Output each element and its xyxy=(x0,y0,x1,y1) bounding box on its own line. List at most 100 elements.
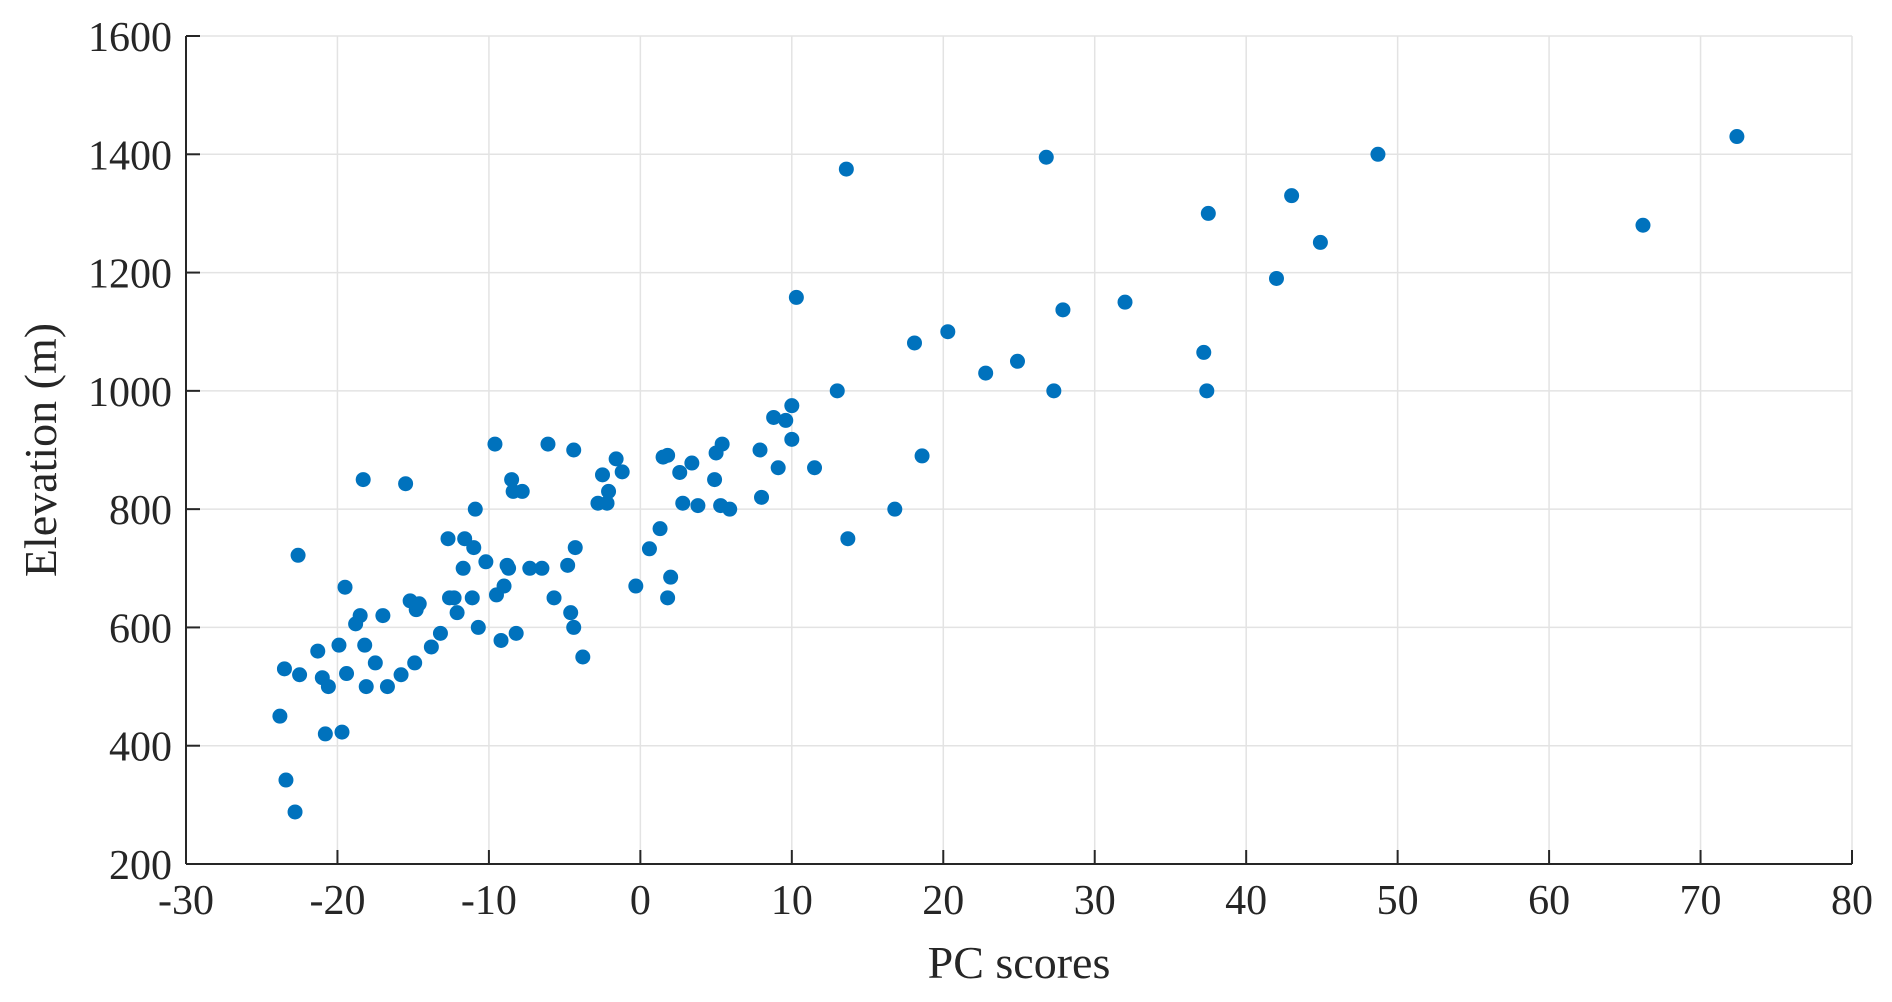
scatter-point xyxy=(660,447,676,463)
y-tick-label: 800 xyxy=(109,488,172,534)
scatter-point xyxy=(334,724,350,740)
scatter-point xyxy=(641,541,657,557)
x-tick-label: -10 xyxy=(461,878,517,924)
scatter-point xyxy=(754,489,770,505)
scatter-point xyxy=(684,455,700,471)
x-tick-label: 80 xyxy=(1831,878,1873,924)
y-tick-label: 1600 xyxy=(88,15,172,61)
scatter-point xyxy=(358,679,374,695)
scatter-point xyxy=(628,578,644,594)
y-tick-label: 1400 xyxy=(88,133,172,179)
scatter-point xyxy=(508,625,524,641)
y-tick-label: 1200 xyxy=(88,252,172,298)
scatter-point xyxy=(595,467,610,483)
scatter-point xyxy=(379,679,395,695)
scatter-point xyxy=(407,655,423,671)
axis-layer xyxy=(185,36,1852,865)
scatter-point xyxy=(317,726,333,742)
scatter-point xyxy=(940,324,956,340)
scatter-point xyxy=(278,772,294,788)
scatter-point xyxy=(320,679,336,695)
scatter-point xyxy=(1117,294,1133,310)
scatter-point xyxy=(906,335,922,351)
scatter-point xyxy=(675,495,691,511)
scatter-point xyxy=(496,578,512,594)
scatter-point xyxy=(440,531,456,547)
scatter-point xyxy=(504,472,520,488)
x-tick-label: 60 xyxy=(1528,878,1570,924)
scatter-point xyxy=(290,547,306,563)
scatter-point xyxy=(534,560,550,576)
x-tick-label: -30 xyxy=(158,878,214,924)
x-axis-label: PC scores xyxy=(928,937,1111,988)
x-tick-label: 40 xyxy=(1225,878,1267,924)
scatter-point xyxy=(272,708,288,724)
scatter-point xyxy=(1284,188,1300,204)
scatter-point xyxy=(838,161,854,177)
scatter-point xyxy=(608,451,624,467)
scatter-point xyxy=(707,472,723,488)
scatter-point xyxy=(778,412,794,428)
scatter-point xyxy=(601,483,617,499)
scatter-point xyxy=(1370,146,1386,162)
scatter-point xyxy=(375,608,391,624)
scatter-point xyxy=(914,448,930,464)
scatter-point xyxy=(770,460,786,476)
scatter-point xyxy=(337,579,353,595)
scatter-point xyxy=(470,619,486,635)
scatter-point xyxy=(464,590,480,606)
scatter-point xyxy=(784,431,800,447)
scatter-point xyxy=(614,464,630,480)
grid-layer xyxy=(185,35,1853,865)
scatter-point xyxy=(522,560,538,576)
x-tick-label: 50 xyxy=(1377,878,1419,924)
point-layer xyxy=(272,129,1745,820)
scatter-point xyxy=(367,655,383,671)
scatter-point xyxy=(1200,205,1216,221)
scatter-point xyxy=(978,365,994,381)
scatter-point xyxy=(455,560,471,576)
scatter-point xyxy=(840,531,856,547)
scatter-point xyxy=(423,639,439,655)
scatter-point xyxy=(567,540,583,556)
scatter-point xyxy=(660,590,676,606)
scatter-point xyxy=(331,637,347,653)
x-tick-label: 0 xyxy=(630,878,651,924)
y-tick-label: 1000 xyxy=(88,370,172,416)
tick-layer: -30 -20 -10 0 10 20 30 40 50 60 70 80 200 400 600 800 10… xyxy=(88,15,1873,924)
scatter-point xyxy=(540,436,556,452)
scatter-point xyxy=(566,619,582,635)
scatter-point xyxy=(466,540,482,556)
scatter-point xyxy=(339,666,355,682)
scatter-point xyxy=(784,398,800,414)
scatter-point xyxy=(310,643,326,659)
scatter-point xyxy=(566,442,582,458)
scatter-point xyxy=(887,501,903,517)
scatter-point xyxy=(788,289,804,305)
scatter-point xyxy=(1729,129,1745,145)
scatter-point xyxy=(432,625,448,641)
scatter-point xyxy=(352,608,368,624)
scatter-point xyxy=(467,501,483,517)
y-tick-label: 200 xyxy=(109,843,172,889)
scatter-point xyxy=(714,436,730,452)
x-tick-label: 70 xyxy=(1680,878,1722,924)
scatter-point xyxy=(690,498,706,514)
x-tick-label: 20 xyxy=(922,878,964,924)
scatter-point xyxy=(501,560,517,576)
scatter-point xyxy=(276,661,292,677)
scatter-point xyxy=(1055,302,1071,318)
scatter-point xyxy=(807,460,823,476)
scatter-point xyxy=(1635,217,1651,233)
scatter-point xyxy=(1312,234,1328,250)
scatter-point xyxy=(1268,270,1284,286)
scatter-point xyxy=(599,495,615,511)
scatter-point xyxy=(1199,383,1215,399)
scatter-point xyxy=(563,605,579,621)
scatter-point xyxy=(398,476,414,492)
scatter-point xyxy=(449,605,465,621)
scatter-point xyxy=(1046,383,1062,399)
scatter-point xyxy=(546,590,562,606)
